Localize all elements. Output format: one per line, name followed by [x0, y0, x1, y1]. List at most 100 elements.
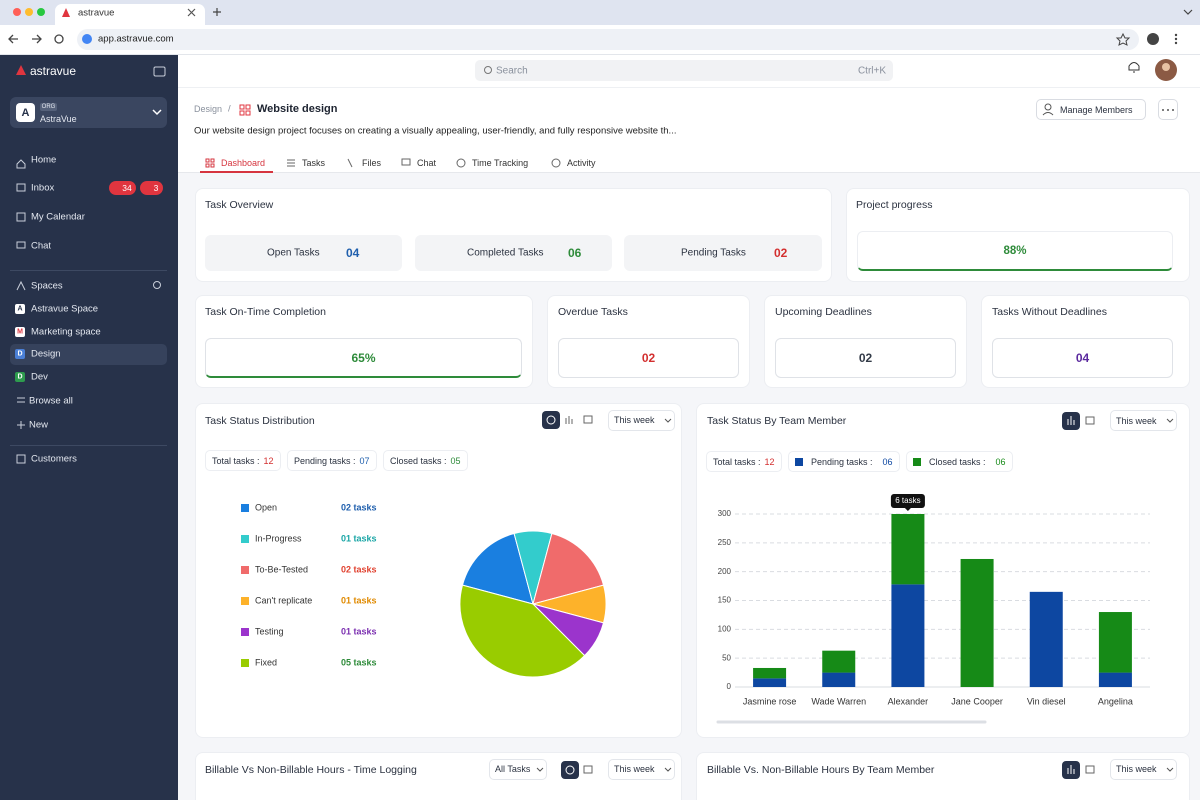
space-initial: M: [17, 328, 23, 336]
bar-segment: [960, 558, 994, 687]
search-box[interactable]: [475, 60, 893, 81]
tab-title: astravue: [78, 7, 115, 19]
bar-segment: [1098, 672, 1132, 687]
period: This week: [1116, 764, 1157, 774]
card-title: Task Status Distribution: [205, 415, 315, 427]
active-space[interactable]: [10, 344, 167, 365]
summary-label: Pending tasks :: [294, 455, 356, 466]
tab: Files: [362, 158, 382, 168]
legend-label: Pending tasks :: [811, 456, 873, 467]
bar-segment: [1098, 612, 1132, 673]
period: This week: [1116, 416, 1157, 426]
divider: [10, 445, 167, 446]
legend-item: Pending tasks : 06: [788, 451, 900, 472]
inbox-count: 3: [153, 183, 159, 193]
filter-dropdown[interactable]: [489, 759, 547, 780]
period-dropdown[interactable]: [608, 759, 675, 780]
org-name: AstraVue: [40, 114, 77, 124]
header-icons: [205, 59, 1177, 168]
y-tick-label: 0: [727, 682, 732, 691]
space-name: Astravue Space: [31, 303, 99, 315]
space-initial: A: [17, 305, 23, 313]
card-title: Task Status By Team Member: [707, 415, 847, 427]
manage-members: Manage Members: [1060, 105, 1133, 115]
summary-value: 05: [450, 455, 461, 466]
view-toggles[interactable]: [542, 411, 1095, 779]
browser-tab[interactable]: [55, 4, 205, 25]
legend-swatch: [913, 457, 921, 466]
y-tick-label: 50: [722, 653, 731, 662]
value-label: 02 tasks: [341, 564, 377, 574]
x-tick-label: Wade Warren: [811, 696, 866, 706]
summary-pill: Total tasks :12: [706, 451, 782, 472]
value-label: 02 tasks: [341, 502, 377, 512]
metric-value: 02: [858, 351, 873, 365]
legend-label: To-Be-Tested: [255, 564, 308, 574]
period-dropdown[interactable]: [1110, 759, 1177, 780]
card-title: Billable Vs. Non-Billable Hours By Team …: [707, 764, 935, 776]
tab: Dashboard: [221, 158, 266, 168]
org-switcher[interactable]: [10, 97, 167, 128]
summary-pill: Closed tasks :05: [383, 450, 468, 471]
bar-segment: [891, 584, 925, 687]
legend-swatch: [795, 457, 803, 466]
customers: Customers: [31, 453, 77, 465]
card-title: Task Overview: [205, 199, 274, 211]
nav-item: Home: [31, 154, 57, 166]
x-tick-label: Alexander: [888, 696, 929, 706]
inbox-badge: [109, 181, 136, 195]
summary-label: Total tasks :: [212, 455, 260, 466]
overview-label: Pending Tasks: [681, 247, 746, 259]
tooltip: [890, 494, 925, 508]
legend-label: Testing: [255, 626, 284, 636]
summary-label: Total tasks :: [713, 456, 761, 467]
space-icon: [15, 349, 25, 359]
value-label: 05 tasks: [341, 657, 377, 667]
x-tick-label: Angelina: [1098, 696, 1133, 706]
legend-swatch: [241, 535, 249, 543]
legend-label: Closed tasks :: [929, 456, 986, 467]
nav-item: Chat: [31, 240, 52, 252]
overview-value: 04: [346, 246, 360, 260]
card-title: Task On-Time Completion: [205, 306, 326, 318]
progress-box: [857, 231, 1173, 271]
description: Our website design project focuses on cr…: [194, 125, 677, 137]
pie-slice: [461, 532, 534, 605]
overview-label: Completed Tasks: [467, 247, 544, 259]
org-initial: A: [21, 107, 30, 119]
org-badge: ORG: [41, 104, 56, 110]
breadcrumb-separator: /: [228, 103, 231, 115]
period-dropdown[interactable]: [1110, 410, 1177, 431]
x-tick-label: Jane Cooper: [951, 696, 1003, 706]
metric-value: 02: [641, 351, 656, 365]
period-dropdown[interactable]: [608, 410, 675, 431]
tooltip-arrow: [904, 508, 911, 511]
search-shortcut: Ctrl+K: [857, 65, 886, 77]
space-icon: [15, 327, 25, 337]
card-title: Billable Vs Non-Billable Hours - Time Lo…: [205, 764, 417, 776]
billable-member-card: [696, 752, 1190, 800]
active-tab-underline: [200, 171, 273, 173]
summary-value: 07: [359, 455, 370, 466]
bar-segment: [891, 514, 925, 585]
overview-label: Open Tasks: [267, 247, 320, 259]
space-icon: [15, 372, 25, 382]
legend-value: 06: [882, 456, 893, 467]
pie-slice: [532, 532, 605, 605]
bar-segment: [822, 650, 856, 673]
divider: [10, 270, 167, 271]
bar-segment: [1029, 591, 1063, 687]
address-bar[interactable]: [77, 29, 1139, 50]
filter: All Tasks: [495, 764, 531, 774]
y-tick-label: 150: [718, 596, 732, 605]
legend-swatch: [241, 566, 249, 574]
breadcrumb: Design: [194, 104, 223, 114]
manage-members-button[interactable]: [1036, 99, 1146, 120]
tab: Tasks: [302, 158, 326, 168]
y-tick-label: 300: [718, 509, 732, 518]
more-button[interactable]: [1158, 99, 1178, 120]
value-label: 01 tasks: [341, 595, 377, 605]
sidebar-icons: [16, 65, 166, 464]
browse-all: Browse all: [29, 395, 73, 407]
